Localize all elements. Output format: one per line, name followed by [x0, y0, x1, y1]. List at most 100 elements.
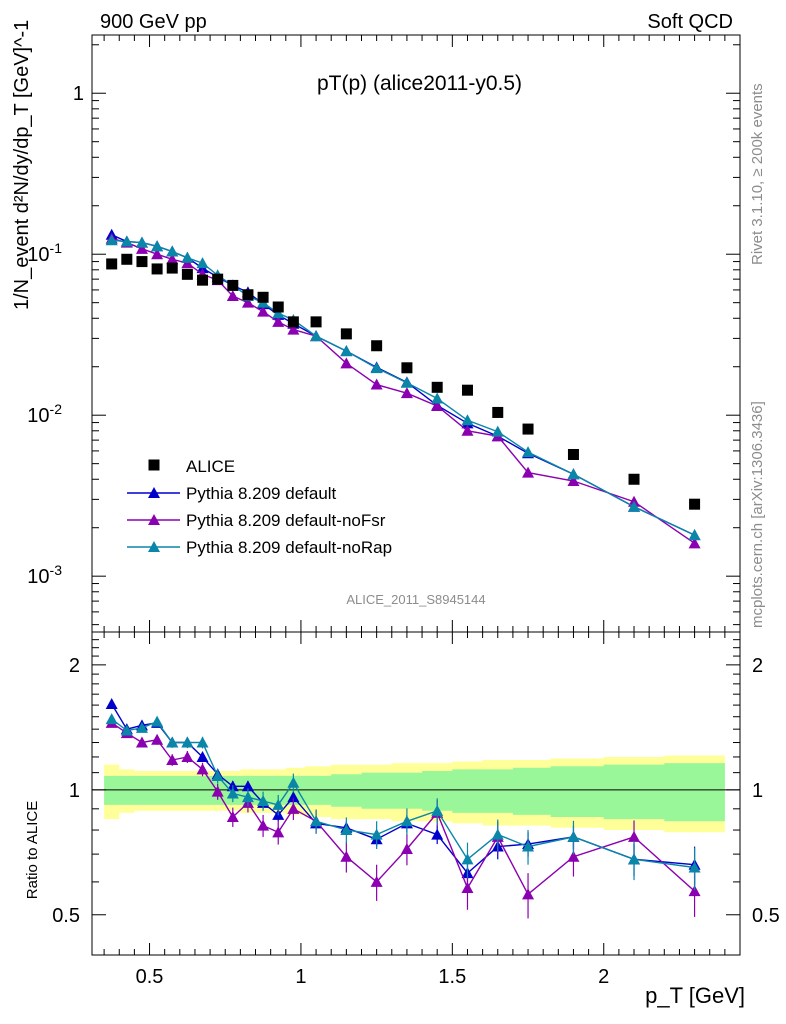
data-point-alice: [371, 340, 383, 352]
x-axis-label: p_T [GeV]: [645, 983, 745, 1008]
series-point-noRap: [151, 240, 164, 252]
ratio-point-noRap: [400, 815, 413, 827]
ratio-point-noFsr: [522, 888, 535, 900]
x-tick-label: 0.5: [136, 966, 164, 988]
series-point-noFsr: [567, 475, 580, 487]
ratio-point-noRap: [287, 776, 300, 788]
data-point-alice: [689, 498, 701, 510]
data-point-alice: [567, 448, 579, 460]
ratio-point-noRap: [120, 724, 133, 736]
series-point-noFsr: [522, 466, 535, 478]
ratio-point-noFsr: [370, 875, 383, 887]
data-point-alice: [181, 268, 193, 280]
ratio-point-noRap: [181, 736, 194, 748]
series-point-noRap: [491, 425, 504, 437]
ratio-point-noFsr: [567, 850, 580, 862]
series-point-noRap: [105, 234, 118, 246]
ratio-y-tick-label-right: 0.5: [752, 905, 780, 927]
series-point-noRap: [272, 307, 285, 319]
legend-label-alice: ALICE: [186, 457, 235, 476]
ratio-point-noFsr: [400, 843, 413, 855]
ratio-panel: 0.5 1 1.5 2 0.5 0.5 1 1 2 2: [52, 631, 780, 988]
ratio-point-default: [105, 697, 118, 709]
ratio-point-noRap: [491, 828, 504, 840]
legend-label-noRap: Pythia 8.209 default-noRap: [186, 538, 392, 557]
ratio-point-noFsr: [257, 819, 270, 831]
data-point-alice: [628, 473, 640, 485]
ratio-point-noFsr: [688, 885, 701, 897]
plot-title-text: pT(p) (alice2011-y0.5): [317, 72, 522, 95]
ratio-point-noRap: [461, 853, 474, 865]
ratio-point-noFsr: [226, 811, 239, 823]
series-point-noRap: [120, 235, 133, 247]
series-point-noFsr: [241, 296, 254, 308]
series-point-noRap: [431, 392, 444, 404]
ratio-y-tick-label-right: 2: [752, 655, 763, 677]
data-point-alice: [272, 301, 284, 313]
ratio-point-noFsr: [211, 785, 224, 797]
ratio-panel-frame: [91, 631, 741, 956]
data-point-alice: [492, 406, 504, 418]
top-y-axis-label: 1/N_event d²N/dy/dp_T [GeV]^-1: [11, 20, 33, 310]
data-point-alice: [522, 423, 534, 435]
top-y-axis-label-text: 1/N_event d²N/dy/dp_T [GeV]^-1: [11, 20, 33, 310]
ratio-y-tick-label: 1: [69, 780, 80, 802]
ratio-point-noFsr: [135, 736, 148, 748]
ratio-point-noFsr: [166, 753, 179, 765]
ratio-point-noFsr: [287, 802, 300, 814]
plot-title: pT(p) (alice2011-y0.5): [317, 72, 522, 95]
y-tick-label: 10-1: [27, 240, 62, 266]
ratio-point-noRap: [340, 824, 353, 836]
legend-marker-alice: [148, 459, 160, 471]
legend-marker-noRap: [148, 541, 160, 552]
series-point-noRap: [400, 376, 413, 388]
data-point-alice: [461, 384, 473, 396]
ratio-point-noRap: [310, 815, 323, 827]
legend-label-default: Pythia 8.209 default: [186, 484, 337, 503]
ratio-y-tick-label: 2: [69, 655, 80, 677]
y-tick-label: 10-2: [27, 401, 62, 427]
series-point-noFsr: [151, 248, 164, 260]
series-point-noFsr: [400, 387, 413, 399]
series-point-noRap: [181, 251, 194, 263]
ratio-line-noFsr: [111, 722, 696, 896]
ratio-point-noRap: [135, 721, 148, 733]
data-point-alice: [166, 262, 178, 274]
series-point-noFsr: [166, 253, 179, 265]
x-tick-label: 2: [598, 966, 609, 988]
ratio-point-noRap: [272, 798, 285, 810]
ratio-point-noRap: [226, 787, 239, 799]
ratio-point-noRap: [628, 853, 641, 865]
data-point-alice: [340, 328, 352, 340]
ratio-point-noFsr: [196, 763, 209, 775]
ratio-point-noRap: [105, 713, 118, 725]
series-point-noFsr: [370, 378, 383, 390]
analysis-watermark: ALICE_2011_S8945144: [346, 592, 485, 607]
series-point-noRap: [166, 245, 179, 257]
ratio-point-noRap: [166, 736, 179, 748]
ratio-line-noRap: [111, 718, 695, 869]
series-point-noFsr: [287, 323, 300, 335]
series-point-noFsr: [431, 400, 444, 412]
ratio-point-default: [196, 750, 209, 762]
y-tick-label: 10-3: [27, 562, 62, 588]
ratio-point-noRap: [151, 715, 164, 727]
ratio-point-noRap: [522, 840, 535, 852]
ratio-point-noRap: [196, 736, 209, 748]
legend-marker-noFsr: [148, 514, 160, 525]
ratio-point-default: [241, 780, 254, 792]
ratio-y-tick-label: 0.5: [52, 905, 80, 927]
ratio-point-noRap: [688, 861, 701, 873]
ratio-point-noFsr: [181, 750, 194, 762]
ratio-point-noFsr: [340, 850, 353, 862]
ratio-point-noFsr: [628, 830, 641, 842]
ratio-point-default: [287, 791, 300, 803]
data-point-alice: [106, 258, 118, 270]
series-point-noFsr: [135, 242, 148, 254]
series-point-noFsr: [340, 357, 353, 369]
data-point-alice: [401, 362, 413, 374]
series-point-noRap: [628, 500, 641, 512]
x-tick-label: 1: [295, 966, 306, 988]
rivet-version-label: Rivet 3.1.10, ≥ 200k events: [749, 83, 766, 265]
ratio-point-noRap: [567, 830, 580, 842]
